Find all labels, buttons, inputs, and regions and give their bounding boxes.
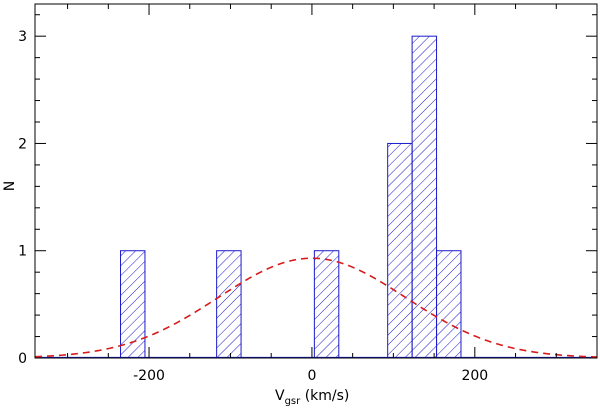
x-tick-label: 0 xyxy=(307,368,316,384)
x-tick-label: -200 xyxy=(133,368,165,384)
y-tick-label: 3 xyxy=(18,29,27,45)
histogram-bars xyxy=(35,35,597,359)
tick-labels: -200 0 200 0 1 2 3 xyxy=(18,29,488,384)
x-axis-label-main: V xyxy=(275,388,285,404)
histogram-bar-1 xyxy=(216,250,242,359)
y-tick-label: 2 xyxy=(18,136,27,152)
y-axis-label: N xyxy=(2,181,18,191)
histogram-bar-5 xyxy=(436,250,462,359)
histogram-bar-0 xyxy=(120,250,146,359)
histogram-bar-3 xyxy=(387,142,413,359)
x-axis-label-units: (km/s) xyxy=(300,388,349,404)
gaussian-curve-line xyxy=(34,257,598,358)
y-tick-label: 0 xyxy=(18,351,27,367)
plot-frame xyxy=(34,3,598,359)
gaussian-fit-curve xyxy=(34,257,598,358)
histogram-bar-2 xyxy=(313,250,340,359)
x-axis-label: Vgsr (km/s) xyxy=(275,388,349,407)
y-tick-label: 1 xyxy=(18,244,27,260)
axis-ticks xyxy=(35,4,598,359)
x-tick-label: 200 xyxy=(461,368,488,384)
x-axis-label-subscript: gsr xyxy=(285,396,302,407)
plot-axes xyxy=(34,3,598,359)
